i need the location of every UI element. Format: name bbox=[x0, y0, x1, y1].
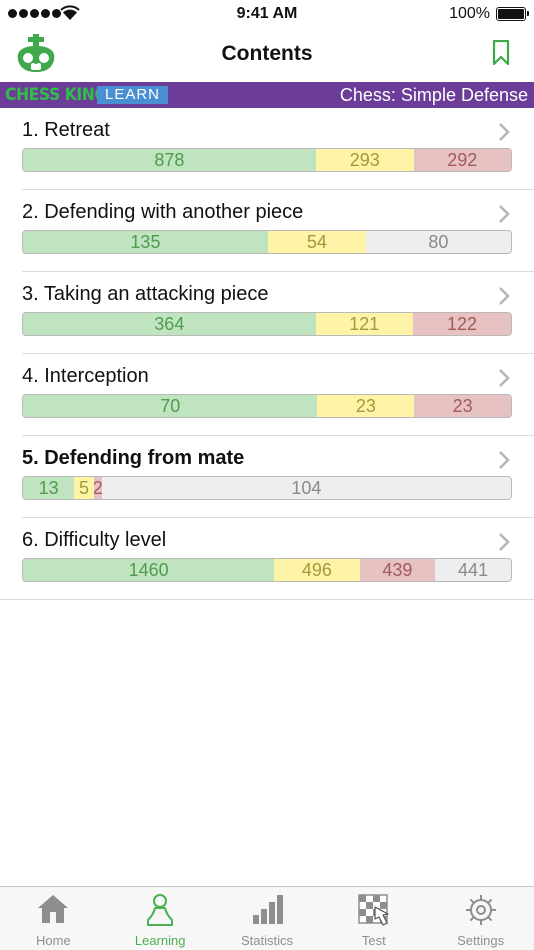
progress-remaining: 441 bbox=[435, 559, 511, 581]
list-item[interactable]: 2. Defending with another piece 135 54 0… bbox=[0, 190, 534, 272]
chevron-right-icon bbox=[499, 451, 510, 469]
progress-partial: 496 bbox=[274, 559, 360, 581]
pawn-icon bbox=[147, 894, 174, 926]
item-title: 1. Retreat bbox=[22, 119, 110, 141]
progress-solved: 878 bbox=[23, 149, 316, 171]
tab-home-label: Home bbox=[36, 933, 71, 948]
home-icon bbox=[38, 895, 69, 923]
tab-learning-label: Learning bbox=[134, 933, 186, 948]
brand-chess-king: CHESS KING bbox=[5, 85, 107, 105]
signal-strength-icon bbox=[8, 9, 61, 18]
progress-bar: 1460 496 439 441 bbox=[22, 558, 512, 582]
chevron-right-icon bbox=[499, 287, 510, 305]
progress-bar: 70 23 23 0 bbox=[22, 394, 512, 418]
progress-partial: 293 bbox=[315, 149, 414, 171]
wifi-icon bbox=[60, 5, 80, 20]
progress-partial: 121 bbox=[315, 313, 413, 335]
course-title: Chess: Simple Defense bbox=[339, 85, 528, 105]
contents-list: 1. Retreat 878 293 292 0 2. Defending wi… bbox=[0, 108, 534, 600]
list-item[interactable]: 4. Interception 70 23 23 0 bbox=[0, 354, 534, 436]
progress-solved: 70 bbox=[23, 395, 318, 417]
progress-failed: 122 bbox=[412, 313, 511, 335]
chevron-right-icon bbox=[499, 123, 510, 141]
progress-failed: 439 bbox=[359, 559, 436, 581]
progress-solved: 364 bbox=[23, 313, 316, 335]
battery-percent: 100% bbox=[449, 5, 490, 22]
bookmark-icon[interactable] bbox=[492, 40, 510, 66]
tab-home[interactable]: Home bbox=[0, 887, 107, 950]
list-item[interactable]: 3. Taking an attacking piece 364 121 122… bbox=[0, 272, 534, 354]
item-title: 6. Difficulty level bbox=[22, 529, 167, 551]
progress-bar: 364 121 122 0 bbox=[22, 312, 512, 336]
progress-partial: 23 bbox=[317, 395, 415, 417]
item-title: 3. Taking an attacking piece bbox=[22, 283, 269, 305]
tab-settings[interactable]: Settings bbox=[427, 887, 534, 950]
progress-remaining: 104 bbox=[101, 477, 511, 499]
tab-test[interactable]: Test bbox=[320, 887, 427, 950]
item-title: 4. Interception bbox=[22, 365, 149, 387]
progress-bar: 878 293 292 0 bbox=[22, 148, 512, 172]
gear-icon bbox=[465, 895, 496, 925]
progress-solved: 135 bbox=[23, 231, 268, 253]
list-item[interactable]: 6. Difficulty level 1460 496 439 441 bbox=[0, 518, 534, 600]
battery-icon bbox=[496, 7, 529, 21]
progress-solved: 13 bbox=[23, 477, 75, 499]
tab-bar: Home Learning Statistics Test bbox=[0, 886, 534, 950]
chess-king-logo-icon[interactable] bbox=[14, 32, 58, 76]
page-title: Contents bbox=[221, 42, 313, 65]
progress-bar: 135 54 0 80 bbox=[22, 230, 512, 254]
progress-solved: 1460 bbox=[23, 559, 275, 581]
list-item[interactable]: 1. Retreat 878 293 292 0 bbox=[0, 108, 534, 190]
tab-learning[interactable]: Learning bbox=[107, 887, 214, 950]
item-title: 5. Defending from mate bbox=[22, 447, 245, 469]
progress-failed: 23 bbox=[414, 395, 511, 417]
tab-statistics[interactable]: Statistics bbox=[214, 887, 321, 950]
progress-partial: 5 bbox=[74, 477, 94, 499]
progress-remaining: 80 bbox=[365, 231, 511, 253]
tab-statistics-label: Statistics bbox=[240, 933, 293, 948]
bar-chart-icon bbox=[252, 895, 283, 924]
item-title: 2. Defending with another piece bbox=[22, 201, 304, 223]
status-time: 9:41 AM bbox=[236, 5, 298, 22]
progress-partial: 54 bbox=[267, 231, 366, 253]
progress-bar: 13 5 2 104 bbox=[22, 476, 512, 500]
course-banner: CHESS KING LEARN Chess: Simple Defense bbox=[0, 82, 534, 108]
tab-settings-label: Settings bbox=[457, 933, 505, 948]
list-item[interactable]: 5. Defending from mate 13 5 2 104 bbox=[0, 436, 534, 518]
brand-learn-badge: LEARN bbox=[97, 86, 169, 104]
chevron-right-icon bbox=[499, 533, 510, 551]
tab-test-label: Test bbox=[361, 933, 386, 948]
progress-failed: 292 bbox=[413, 149, 511, 171]
progress-failed: 2 bbox=[93, 477, 102, 499]
status-bar: 9:41 AM 100% bbox=[0, 0, 534, 28]
nav-bar: Contents bbox=[0, 28, 534, 82]
chevron-right-icon bbox=[499, 205, 510, 223]
chevron-right-icon bbox=[499, 369, 510, 387]
board-hand-icon bbox=[358, 894, 389, 926]
